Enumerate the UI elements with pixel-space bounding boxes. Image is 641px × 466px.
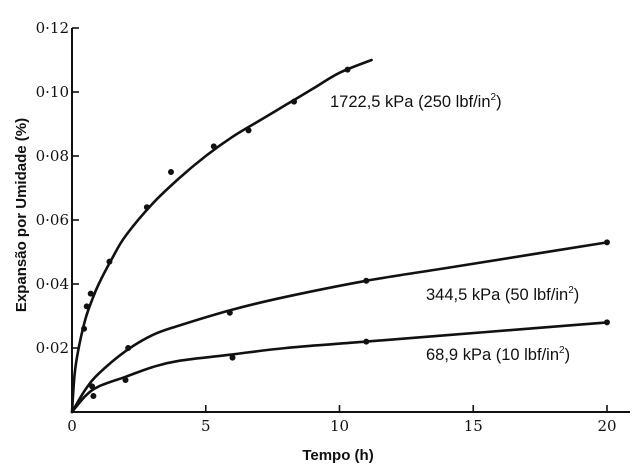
data-point <box>125 345 132 351</box>
y-tick-label: 0·02 <box>36 339 69 357</box>
data-point <box>87 290 94 297</box>
y-tick-label: 0·08 <box>36 147 69 165</box>
series-curve-2 <box>70 321 609 414</box>
y-tick-label: 0·12 <box>36 19 69 37</box>
data-point <box>363 277 370 284</box>
data-point <box>210 143 217 150</box>
x-tick-label: 20 <box>597 417 616 435</box>
series-points <box>81 66 610 399</box>
y-ticks: 0·02 0·04 0·06 0·08 0·10 0·12 <box>36 19 79 357</box>
y-tick-label: 0·10 <box>36 83 69 101</box>
series-label-68-kpa: 68,9 kPa (10 lbf/in2) <box>426 345 570 364</box>
data-point <box>167 169 174 175</box>
data-point <box>344 66 351 73</box>
series-curve-1 <box>70 241 609 414</box>
series-label-344-kpa: 344,5 kPa (50 lbf/in2) <box>426 285 579 304</box>
y-tick-label: 0·04 <box>36 275 69 293</box>
x-tick-label: 5 <box>201 417 211 435</box>
series-labels: 1722,5 kPa (250 lbf/in2) 344,5 kPa (50 l… <box>330 92 579 364</box>
data-point <box>245 127 252 134</box>
data-point <box>89 383 96 390</box>
data-point <box>604 319 610 326</box>
y-axis-title: Expansão por Umidade (%) <box>13 118 30 312</box>
y-tick-label: 0·06 <box>36 211 69 229</box>
x-tick-label: 15 <box>464 417 483 435</box>
x-axis-title: Tempo (h) <box>302 447 373 464</box>
x-tick-label: 0 <box>67 417 77 435</box>
data-point <box>90 393 97 399</box>
series-label-1722-kpa: 1722,5 kPa (250 lbf/in2) <box>330 92 502 111</box>
x-tick-label: 10 <box>330 417 349 435</box>
data-point <box>291 98 298 105</box>
data-point <box>226 309 233 316</box>
data-point <box>106 258 113 265</box>
data-point <box>83 303 90 310</box>
data-point <box>363 338 370 345</box>
data-point <box>81 325 88 332</box>
data-point <box>143 204 150 211</box>
data-point <box>604 239 610 246</box>
data-point <box>229 354 236 361</box>
data-point <box>122 377 129 383</box>
x-ticks: 0 5 10 15 20 <box>67 405 617 435</box>
